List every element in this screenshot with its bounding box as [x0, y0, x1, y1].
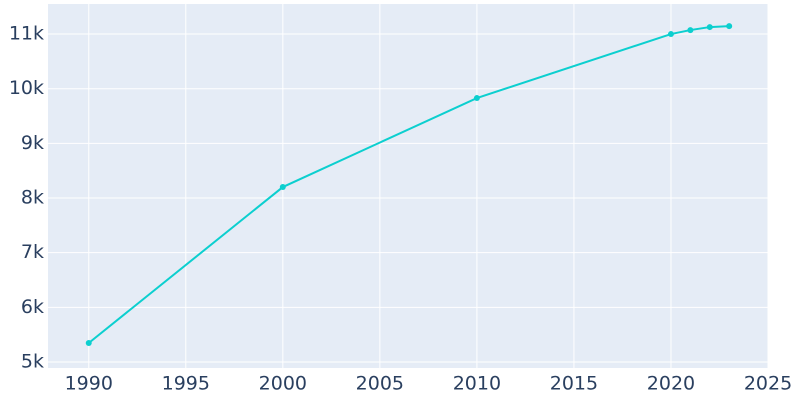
point — [279, 184, 286, 191]
x-tick-label: 2005 — [356, 373, 404, 395]
x-tick-label: 2010 — [453, 373, 501, 395]
x-tick-label: 1990 — [65, 373, 113, 395]
point — [85, 339, 92, 346]
y-tick-label: 8k — [21, 187, 44, 209]
y-tick-label: 5k — [21, 350, 44, 372]
y-tick-label: 7k — [21, 241, 44, 263]
plot-background — [48, 4, 768, 368]
x-tick-label: 2025 — [744, 373, 792, 395]
x-tick-label: 1995 — [162, 373, 210, 395]
y-tick-label: 10k — [9, 77, 44, 99]
y-tick-label: 11k — [9, 23, 44, 45]
point — [726, 23, 733, 30]
y-tick-label: 6k — [21, 296, 44, 318]
x-tick-label: 2000 — [259, 373, 307, 395]
point — [687, 27, 694, 34]
x-tick-label: 2015 — [550, 373, 598, 395]
x-tick-label: 2020 — [647, 373, 695, 395]
point — [473, 95, 480, 102]
point — [706, 24, 713, 31]
point — [667, 31, 674, 38]
y-tick-label: 9k — [21, 132, 44, 154]
